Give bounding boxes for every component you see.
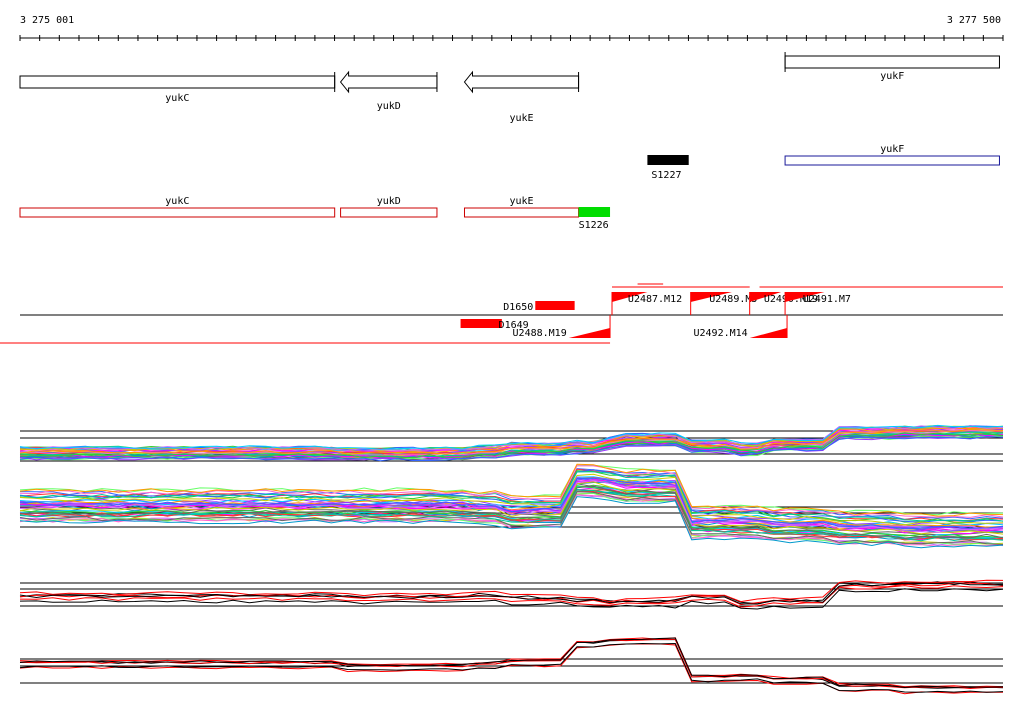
annotation-label: yukE xyxy=(509,196,533,207)
segment-track: S1227 S1226 D1650 D1649 xyxy=(460,155,689,331)
coordinate-ruler: 3 275 001 3 277 500 xyxy=(19,15,1004,41)
annotation-yukE[interactable]: yukE xyxy=(463,196,580,218)
profile-panel-sense xyxy=(19,424,1004,462)
segment-label: S1227 xyxy=(651,170,681,181)
profile-trace xyxy=(19,463,1004,517)
annotation-yukC[interactable]: yukC xyxy=(19,196,336,218)
segment-bar xyxy=(647,155,689,165)
profile-trace xyxy=(19,471,1004,522)
gene-box xyxy=(784,55,1000,69)
gene-track: yukC yukD yukE yukF xyxy=(19,52,1000,124)
profile-trace xyxy=(19,588,1004,610)
promoter-wedge xyxy=(612,292,648,302)
profile-trace xyxy=(19,496,1004,549)
profile-trace xyxy=(19,428,1004,455)
promoter-U2487.M12[interactable]: U2487.M12 xyxy=(611,292,682,315)
profile-trace xyxy=(19,582,1004,605)
promoter-U2489.M5[interactable]: U2489.M5 xyxy=(690,292,758,315)
segment-label: S1226 xyxy=(579,220,609,231)
gene-label: yukC xyxy=(165,93,189,104)
promoter-wedge xyxy=(785,292,825,302)
gene-arrow xyxy=(463,70,580,94)
promoter-wedge xyxy=(568,328,611,338)
gene-yukD[interactable]: yukD xyxy=(339,70,438,112)
segment-S1226[interactable]: S1226 xyxy=(578,207,611,231)
annotation-box xyxy=(463,207,580,218)
profile-trace xyxy=(19,436,1004,462)
profile-trace xyxy=(19,579,1004,603)
gene-yukC[interactable]: yukC xyxy=(19,72,336,104)
promoter-wedge xyxy=(749,292,782,302)
profile-trace xyxy=(19,485,1004,539)
gene-yukE[interactable]: yukE xyxy=(463,70,580,124)
annotation-track: yukF yukC yukD yukE xyxy=(19,144,1000,218)
profile-trace xyxy=(19,433,1004,459)
profile-trace xyxy=(19,585,1004,608)
annotation-label: yukF xyxy=(880,144,904,155)
ruler-end-label: 3 277 500 xyxy=(947,15,1001,26)
promoter-label: U2487.M12 xyxy=(628,294,682,305)
profile-trace xyxy=(19,479,1004,532)
promoter-wedge xyxy=(690,292,732,302)
segment-D1650[interactable]: D1650 xyxy=(503,301,575,313)
ruler-start-label: 3 275 001 xyxy=(20,15,74,26)
segment-D1649[interactable]: D1649 xyxy=(460,319,529,331)
profile-panel-antisense xyxy=(19,463,1004,549)
promoter-label: U2492.M14 xyxy=(693,328,747,339)
annotation-label: yukC xyxy=(165,196,189,207)
profile-panel-sense-mean xyxy=(19,579,1004,610)
gene-label: yukE xyxy=(509,113,533,124)
promoter-U2488.M19[interactable]: U2488.M19 xyxy=(513,315,611,339)
profile-trace xyxy=(19,424,1004,450)
expression-profiles xyxy=(19,424,1004,695)
profile-trace xyxy=(19,435,1004,462)
segment-bar xyxy=(535,301,575,310)
profile-trace xyxy=(19,432,1004,459)
annotation-label: yukD xyxy=(377,196,401,207)
profile-trace xyxy=(20,638,1004,689)
promoter-label: U2489.M5 xyxy=(709,294,757,305)
profile-trace xyxy=(19,637,1004,689)
promoter-track: U2487.M12U2489.M5U2490.M19U2491.M7U2488.… xyxy=(0,283,1003,344)
segment-label: D1649 xyxy=(499,320,529,331)
annotation-yukF[interactable]: yukF xyxy=(784,144,1000,166)
segment-S1227[interactable]: S1227 xyxy=(647,155,689,181)
profile-trace xyxy=(19,491,1004,545)
profile-trace xyxy=(19,642,1004,693)
profile-trace xyxy=(19,637,1004,688)
profile-trace xyxy=(19,470,1004,523)
profile-trace xyxy=(19,494,1004,547)
ruler-ticks xyxy=(19,35,1004,41)
annotation-box xyxy=(340,207,438,218)
annotation-yukD[interactable]: yukD xyxy=(340,196,438,218)
gene-arrow xyxy=(339,70,438,94)
gene-label: yukF xyxy=(880,71,904,82)
gene-yukF[interactable]: yukF xyxy=(784,52,1000,82)
segment-bar xyxy=(460,319,502,328)
promoter-wedge xyxy=(749,328,788,338)
annotation-box xyxy=(19,207,336,218)
promoter-U2491.M7[interactable]: U2491.M7 xyxy=(784,292,851,315)
profile-trace xyxy=(19,481,1004,535)
profile-trace xyxy=(19,489,1004,541)
promoter-label: U2488.M19 xyxy=(513,328,567,339)
profile-trace xyxy=(19,638,1004,690)
promoter-U2492.M14[interactable]: U2492.M14 xyxy=(693,315,788,339)
gene-box xyxy=(19,75,336,89)
promoter-label: U2491.M7 xyxy=(803,294,851,305)
segment-label: D1650 xyxy=(503,302,533,313)
profile-panel-antisense-mean xyxy=(19,637,1004,695)
gene-label: yukD xyxy=(377,101,401,112)
annotation-box xyxy=(784,155,1000,166)
profile-trace xyxy=(19,479,1004,533)
segment-bar xyxy=(578,207,611,217)
